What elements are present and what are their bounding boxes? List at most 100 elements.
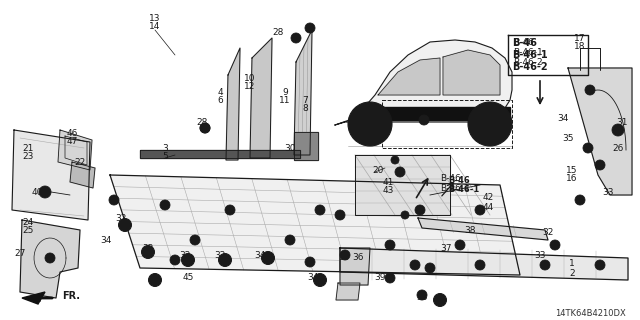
Text: 21: 21: [22, 143, 34, 153]
Text: 36: 36: [352, 253, 364, 262]
Circle shape: [305, 23, 315, 33]
Circle shape: [595, 160, 605, 170]
Circle shape: [285, 235, 295, 245]
Circle shape: [425, 263, 435, 273]
Circle shape: [391, 156, 399, 164]
Polygon shape: [294, 30, 312, 155]
Circle shape: [360, 114, 380, 134]
Polygon shape: [418, 218, 548, 240]
Text: 30: 30: [284, 143, 296, 153]
Circle shape: [385, 240, 395, 250]
Text: 20: 20: [372, 165, 384, 174]
Text: 43: 43: [382, 186, 394, 195]
Circle shape: [433, 293, 447, 307]
Text: 32: 32: [542, 228, 554, 236]
Circle shape: [348, 102, 392, 146]
Circle shape: [200, 123, 210, 133]
Circle shape: [225, 205, 235, 215]
Polygon shape: [58, 130, 92, 170]
Circle shape: [118, 219, 131, 231]
Polygon shape: [20, 220, 80, 298]
Circle shape: [160, 200, 170, 210]
Text: 6: 6: [217, 95, 223, 105]
Circle shape: [475, 205, 485, 215]
Circle shape: [152, 277, 158, 283]
Polygon shape: [443, 50, 500, 95]
Text: 1: 1: [569, 260, 575, 268]
Text: 26: 26: [612, 143, 624, 153]
Text: 31: 31: [616, 117, 628, 126]
Text: B-46: B-46: [448, 175, 470, 185]
Circle shape: [340, 250, 350, 260]
Circle shape: [122, 222, 128, 228]
Circle shape: [595, 260, 605, 270]
Text: B-46-2: B-46-2: [512, 62, 548, 72]
Text: 24: 24: [22, 218, 34, 227]
Text: 4: 4: [217, 87, 223, 97]
Text: 32: 32: [214, 251, 226, 260]
Text: 23: 23: [22, 151, 34, 161]
Circle shape: [314, 274, 326, 286]
Text: FR.: FR.: [62, 291, 80, 301]
Polygon shape: [340, 248, 628, 280]
Text: 42: 42: [483, 193, 493, 202]
Text: 13: 13: [149, 13, 161, 22]
Text: 40: 40: [31, 188, 43, 196]
Text: 32: 32: [115, 213, 127, 222]
Circle shape: [612, 124, 624, 136]
Circle shape: [401, 211, 409, 219]
Text: B-46-1: B-46-1: [448, 185, 479, 194]
Circle shape: [315, 205, 325, 215]
Text: 14TK64B4210DX: 14TK64B4210DX: [555, 309, 625, 318]
Circle shape: [109, 195, 119, 205]
Text: 32: 32: [179, 251, 191, 260]
Polygon shape: [335, 40, 512, 125]
Text: 12: 12: [244, 82, 256, 91]
Circle shape: [540, 260, 550, 270]
Circle shape: [317, 277, 323, 283]
Text: 28: 28: [196, 117, 208, 126]
Circle shape: [437, 297, 443, 303]
Text: B-46: B-46: [512, 38, 537, 48]
Text: 47: 47: [67, 137, 77, 146]
Text: 19: 19: [339, 253, 351, 262]
Text: 33: 33: [602, 188, 614, 196]
Text: 32: 32: [142, 244, 154, 252]
Circle shape: [455, 240, 465, 250]
Polygon shape: [22, 292, 45, 304]
Text: 2: 2: [569, 268, 575, 277]
Circle shape: [385, 273, 395, 283]
Text: 5: 5: [162, 151, 168, 161]
Text: 28: 28: [272, 28, 284, 36]
Text: 17: 17: [574, 34, 586, 43]
Circle shape: [200, 123, 210, 133]
Text: 33: 33: [534, 251, 546, 260]
Text: 3: 3: [162, 143, 168, 153]
Text: 34: 34: [307, 274, 319, 283]
Circle shape: [185, 257, 191, 263]
Text: 35: 35: [563, 133, 573, 142]
Circle shape: [265, 255, 271, 261]
Circle shape: [419, 115, 429, 125]
Circle shape: [575, 195, 585, 205]
Text: 46: 46: [67, 129, 77, 138]
Text: B-46-2: B-46-2: [513, 58, 543, 67]
Polygon shape: [250, 38, 272, 158]
Circle shape: [190, 235, 200, 245]
Text: 34: 34: [100, 236, 112, 244]
Polygon shape: [70, 162, 95, 188]
Text: 34: 34: [557, 114, 569, 123]
Text: 37: 37: [440, 244, 452, 252]
Circle shape: [262, 252, 275, 265]
Text: B-46: B-46: [440, 173, 461, 182]
Circle shape: [468, 102, 512, 146]
Polygon shape: [336, 283, 360, 300]
Polygon shape: [110, 175, 520, 275]
Text: 11: 11: [279, 95, 291, 105]
Circle shape: [148, 274, 161, 286]
Text: 18: 18: [574, 42, 586, 51]
Text: 27: 27: [14, 250, 26, 259]
Polygon shape: [294, 132, 318, 160]
Circle shape: [222, 257, 228, 263]
Circle shape: [480, 114, 500, 134]
